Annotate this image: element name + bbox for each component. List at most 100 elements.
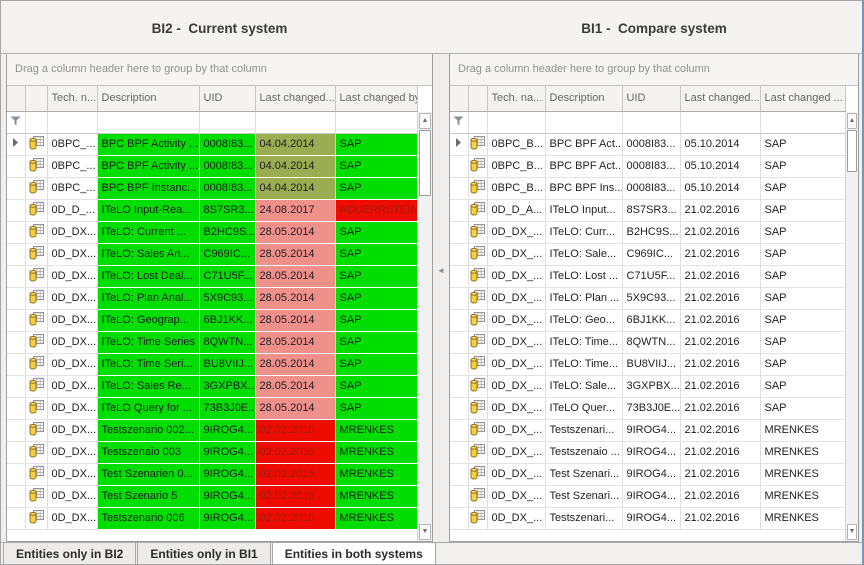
cell-uid[interactable]: 3GXPBX... — [622, 375, 681, 398]
cell-description[interactable]: ITeLO Input... — [545, 199, 623, 222]
cell-uid[interactable]: 8S7SR3... — [199, 199, 256, 222]
table-row[interactable]: 0D_DX_... ITeLO: Sale... C969IC... 21.02… — [450, 243, 846, 266]
cell-description[interactable]: Test Szenari... — [545, 485, 623, 508]
group-by-panel[interactable]: Drag a column header here to group by th… — [450, 54, 858, 86]
cell-last-changed-by[interactable]: SAP — [760, 397, 846, 420]
table-row[interactable]: 0D_DX... ITeLO: Sales An... C969IC... 28… — [7, 243, 418, 266]
cell-last-changed[interactable]: 21.02.2016 — [680, 243, 761, 266]
row-indicator-cell[interactable] — [7, 221, 26, 244]
cell-description[interactable]: ITeLO Input-Rea... — [97, 199, 200, 222]
cell-tech-name[interactable]: 0D_DX... — [47, 243, 98, 266]
table-row[interactable]: 0D_DX... ITeLO: Sales Re... 3GXPBX... 28… — [7, 375, 418, 398]
cell-uid[interactable]: BU8VIIJ... — [199, 353, 256, 376]
filter-cell-uid[interactable] — [199, 111, 256, 134]
cell-last-changed-by[interactable]: SAP — [760, 133, 846, 156]
cell-description[interactable]: Testszenaio ... — [545, 441, 623, 464]
cell-description[interactable]: ITeLO Quer... — [545, 397, 623, 420]
table-row[interactable]: 0BPC_... BPC BPF Activity ... 0008I83...… — [7, 155, 418, 178]
cell-last-changed[interactable]: 02.02.2016 — [255, 485, 336, 508]
cell-last-changed-by[interactable]: MRENKES — [760, 463, 846, 486]
tab-entities-only-in-bi1[interactable]: Entities only in BI1 — [137, 543, 271, 564]
cell-last-changed-by[interactable]: SAP — [760, 265, 846, 288]
row-indicator-cell[interactable] — [7, 133, 26, 156]
header-description[interactable]: Description — [97, 86, 200, 112]
cell-tech-name[interactable]: 0D_D_A... — [487, 199, 546, 222]
group-by-panel[interactable]: Drag a column header here to group by th… — [7, 54, 432, 86]
cell-uid[interactable]: 9IROG4... — [622, 485, 681, 508]
cell-tech-name[interactable]: 0D_DX... — [47, 397, 98, 420]
cell-uid[interactable]: 5X9C93... — [199, 287, 256, 310]
cell-tech-name[interactable]: 0BPC_... — [47, 177, 98, 200]
cell-description[interactable]: BPC BPF Instanc... — [97, 177, 200, 200]
row-indicator-cell[interactable] — [450, 353, 469, 376]
row-indicator-cell[interactable] — [7, 463, 26, 486]
cell-description[interactable]: ITeLO: Lost Deal... — [97, 265, 200, 288]
cell-description[interactable]: ITeLO: Time... — [545, 353, 623, 376]
header-last-changed-by[interactable]: Last changed ... — [760, 86, 846, 112]
table-row[interactable]: 0D_D_... ITeLO Input-Rea... 8S7SR3... 24… — [7, 199, 418, 222]
table-row[interactable]: 0D_DX... ITeLO: Current ... B2HC9S... 28… — [7, 221, 418, 244]
table-row[interactable]: 0D_DX_... ITeLO: Curr... B2HC9S... 21.02… — [450, 221, 846, 244]
filter-row[interactable] — [7, 111, 418, 134]
table-row[interactable]: 0D_DX... Test Szenarien 0... 9IROG4... 0… — [7, 463, 418, 486]
row-indicator-cell[interactable] — [7, 265, 26, 288]
table-row[interactable]: 0D_DX_... Test Szenari... 9IROG4... 21.0… — [450, 463, 846, 486]
table-row[interactable]: 0D_DX_... ITeLO: Sale... 3GXPBX... 21.02… — [450, 375, 846, 398]
cell-tech-name[interactable]: 0D_DX_... — [487, 397, 546, 420]
table-row[interactable]: 0BPC_B... BPC BPF Act... 0008I83... 05.1… — [450, 133, 846, 156]
vertical-scrollbar[interactable]: ▲ ▼ — [845, 112, 858, 541]
row-indicator-cell[interactable] — [7, 199, 26, 222]
row-indicator-cell[interactable] — [7, 155, 26, 178]
cell-tech-name[interactable]: 0D_DX... — [47, 265, 98, 288]
table-row[interactable]: 0D_DX... ITeLO: Geograp... 6BJ1KK... 28.… — [7, 309, 418, 332]
cell-description[interactable]: ITeLO: Time Series — [97, 331, 200, 354]
header-description[interactable]: Description — [545, 86, 623, 112]
scroll-up-button[interactable]: ▲ — [419, 113, 431, 129]
cell-last-changed-by[interactable]: MRENKES — [760, 441, 846, 464]
cell-last-changed[interactable]: 28.05.2014 — [255, 353, 336, 376]
row-indicator-cell[interactable] — [450, 133, 469, 156]
cell-last-changed-by[interactable]: MRENKES — [760, 419, 846, 442]
cell-description[interactable]: ITeLO: Time Seri... — [97, 353, 200, 376]
cell-description[interactable]: ITeLO: Sales An... — [97, 243, 200, 266]
cell-last-changed[interactable]: 02.02.2016 — [255, 507, 336, 530]
cell-description[interactable]: ITeLO: Lost ... — [545, 265, 623, 288]
row-indicator-cell[interactable] — [7, 397, 26, 420]
filter-cell-last-changed[interactable] — [255, 111, 336, 134]
cell-last-changed-by[interactable]: SAP — [335, 155, 418, 178]
cell-description[interactable]: ITeLO Query for ... — [97, 397, 200, 420]
cell-last-changed-by[interactable]: SAP — [335, 287, 418, 310]
cell-uid[interactable]: 9IROG4... — [622, 507, 681, 530]
panel-splitter[interactable]: ◄ — [434, 54, 448, 543]
filter-cell-last-changed[interactable] — [680, 111, 761, 134]
filter-row[interactable] — [450, 111, 846, 134]
cell-last-changed-by[interactable]: SAP — [760, 309, 846, 332]
cell-description[interactable]: BPC BPF Ins... — [545, 177, 623, 200]
cell-last-changed-by[interactable]: SAP — [760, 177, 846, 200]
cell-uid[interactable]: 0008I83... — [199, 155, 256, 178]
cell-description[interactable]: Test Szenari... — [545, 463, 623, 486]
filter-cell-tech[interactable] — [47, 111, 98, 134]
cell-description[interactable]: Test Szenarien 0... — [97, 463, 200, 486]
row-indicator-cell[interactable] — [450, 155, 469, 178]
cell-last-changed-by[interactable]: SAP — [760, 331, 846, 354]
cell-uid[interactable]: 9IROG4... — [622, 419, 681, 442]
cell-last-changed-by[interactable]: MRENKES — [335, 485, 418, 508]
cell-tech-name[interactable]: 0D_DX_... — [487, 463, 546, 486]
cell-description[interactable]: ITeLO: Geograp... — [97, 309, 200, 332]
header-tech-name[interactable]: Tech. n... — [47, 86, 98, 112]
cell-description[interactable]: ITeLO: Plan Anal... — [97, 287, 200, 310]
cell-tech-name[interactable]: 0D_DX_... — [487, 441, 546, 464]
header-tech-name[interactable]: Tech. na... — [487, 86, 546, 112]
cell-last-changed[interactable]: 21.02.2016 — [680, 485, 761, 508]
cell-tech-name[interactable]: 0D_DX_... — [487, 243, 546, 266]
cell-tech-name[interactable]: 0D_DX_... — [487, 353, 546, 376]
cell-description[interactable]: BPC BPF Activity ... — [97, 155, 200, 178]
row-indicator-cell[interactable] — [450, 287, 469, 310]
cell-tech-name[interactable]: 0BPC_B... — [487, 133, 546, 156]
scroll-thumb[interactable] — [847, 130, 857, 172]
cell-last-changed-by[interactable]: SAP — [335, 309, 418, 332]
cell-last-changed[interactable]: 04.04.2014 — [255, 155, 336, 178]
filter-icon-cell[interactable] — [450, 111, 469, 134]
filter-cell-description[interactable] — [545, 111, 623, 134]
